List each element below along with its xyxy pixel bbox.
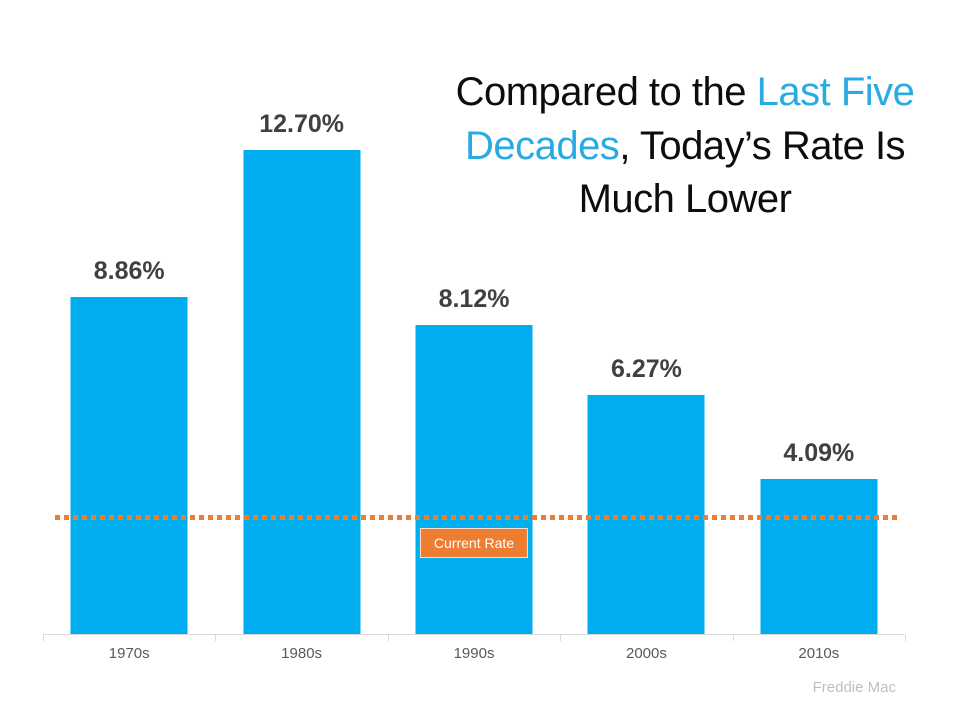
title-accent-text: Last Five (756, 70, 915, 114)
x-axis-label-1990s: 1990s (453, 645, 495, 662)
bar-1990s (415, 325, 533, 635)
x-axis-label-1970s: 1970s (108, 645, 150, 662)
bar-group-1980s: 12.70% (215, 85, 387, 635)
bar-series: 8.86% 12.70% 8.12% 6.27% 4.09% (43, 85, 905, 635)
bar-value-label: 6.27% (610, 355, 682, 383)
bar-group-1970s: 8.86% (43, 85, 215, 635)
bar-1980s (243, 150, 361, 635)
title-line-2: Decades, Today’s Rate Is (415, 120, 955, 174)
current-rate-label: Current Rate (433, 535, 515, 551)
title-text: Much Lower (578, 177, 792, 222)
axis-tick (732, 635, 734, 641)
bar-group-2000s: 6.27% (560, 85, 732, 635)
chart-title: Compared to the Last Five Decades, Today… (415, 66, 955, 227)
bar-value-label: 4.09% (783, 439, 855, 467)
x-axis-label-1980s: 1980s (281, 645, 323, 662)
title-text: Compared to the (455, 70, 757, 114)
bar-group-1990s: 8.12% (388, 85, 560, 635)
axis-tick (215, 635, 217, 641)
x-axis-labels: 1970s 1980s 1990s 2000s 2010s (43, 645, 905, 662)
axis-tick (387, 635, 389, 641)
bar-value-label: 8.12% (438, 285, 510, 313)
bar-1970s (70, 297, 188, 635)
bar-chart: 8.86% 12.70% 8.12% 6.27% 4.09% (43, 85, 906, 641)
bar-group-2010s: 4.09% (733, 85, 905, 635)
title-line-3: Much Lower (415, 173, 955, 227)
axis-tick (43, 635, 44, 641)
axis-tick (560, 635, 562, 641)
bar-value-label: 12.70% (259, 110, 345, 138)
bar-value-label: 8.86% (93, 257, 165, 285)
title-text: , Today’s Rate Is (619, 123, 906, 168)
axis-tick (905, 635, 906, 641)
x-axis-label-2010s: 2010s (798, 645, 840, 662)
x-axis-label-2000s: 2000s (625, 645, 667, 662)
title-accent-text: Decades (464, 123, 620, 168)
source-attribution: Freddie Mac (812, 679, 896, 696)
title-line-1: Compared to the Last Five (415, 66, 955, 120)
current-rate-badge: Current Rate (419, 528, 529, 558)
x-axis-line (43, 634, 905, 635)
bar-2010s (760, 479, 878, 635)
current-rate-dashed-line (55, 515, 899, 520)
